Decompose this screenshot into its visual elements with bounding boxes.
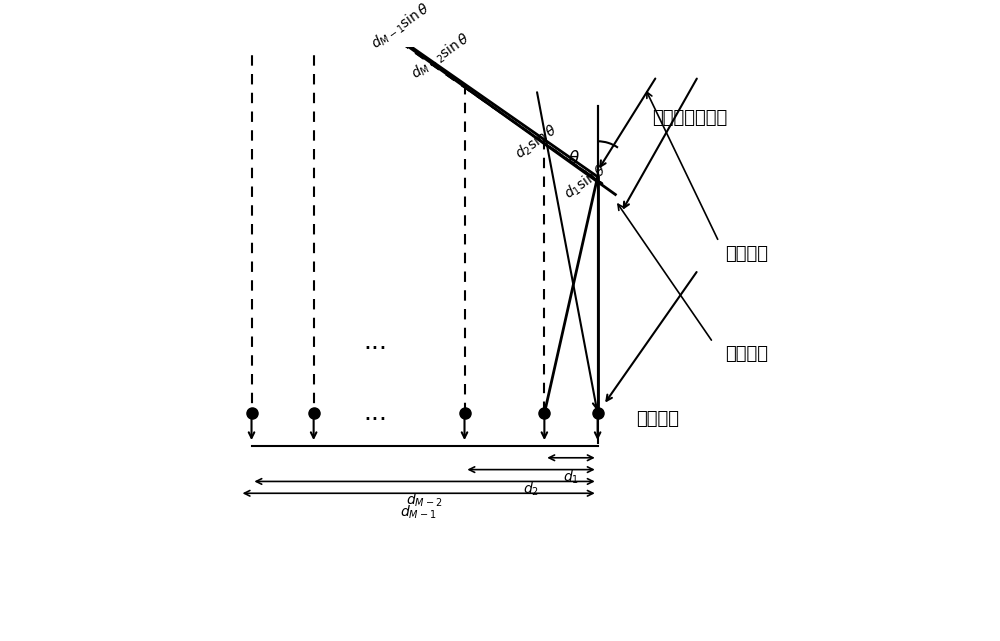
Text: 参考阵元: 参考阵元 [636, 410, 679, 428]
Text: ...: ... [364, 401, 388, 426]
Text: 入射角度: 入射角度 [725, 345, 768, 363]
Text: 窄带远场信号源: 窄带远场信号源 [652, 108, 727, 126]
Text: $d_{M-1}$: $d_{M-1}$ [400, 504, 437, 521]
Text: $d_{M-2}\sin\theta$: $d_{M-2}\sin\theta$ [408, 30, 474, 83]
Text: $d_1$: $d_1$ [563, 469, 579, 486]
Text: $d_1\sin\theta$: $d_1\sin\theta$ [561, 161, 610, 203]
Text: $d_2$: $d_2$ [523, 480, 539, 497]
Text: 阵列法线: 阵列法线 [725, 245, 768, 263]
Text: 平面波前: 平面波前 [0, 640, 1, 641]
Text: $\theta$: $\theta$ [568, 150, 580, 168]
Text: $d_{M-1}\sin\theta$: $d_{M-1}\sin\theta$ [368, 0, 434, 53]
Text: $d_{M-2}$: $d_{M-2}$ [406, 492, 443, 510]
Text: ...: ... [364, 330, 388, 354]
Text: $d_2\sin\theta$: $d_2\sin\theta$ [512, 121, 562, 163]
